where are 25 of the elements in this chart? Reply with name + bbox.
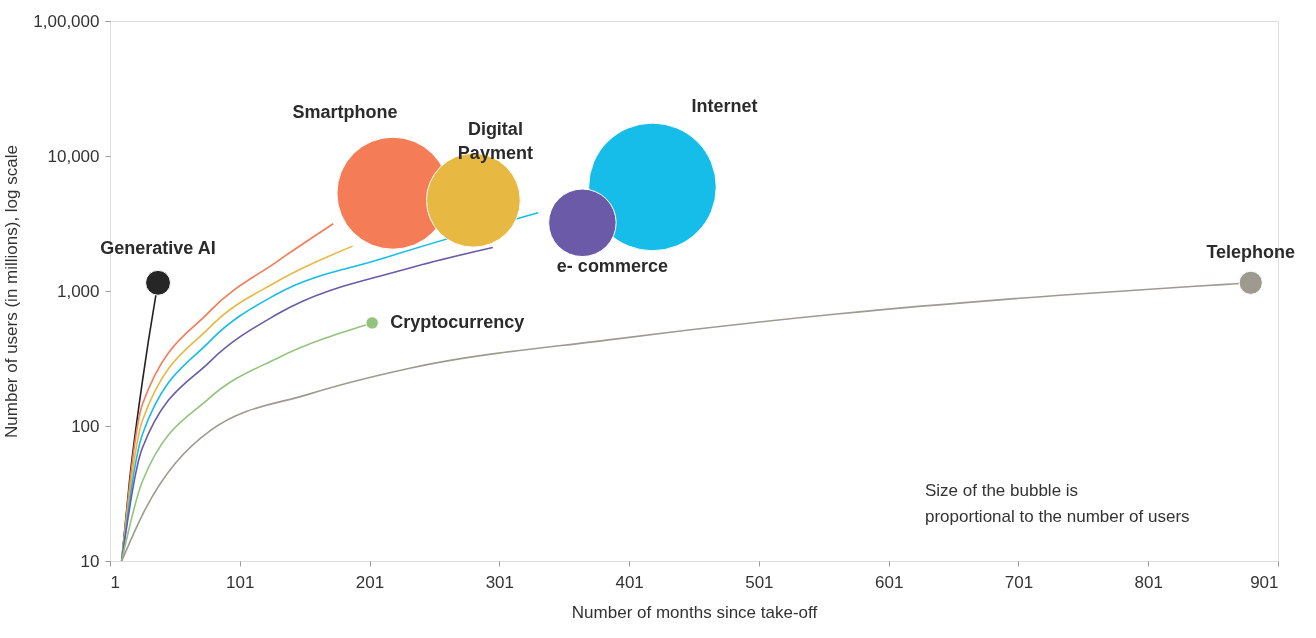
series-label: Telephone (1206, 241, 1296, 262)
series-label: Internet (691, 95, 758, 116)
series-label: Digital Payment (457, 119, 533, 164)
y-tick-label: 1,000 (56, 281, 100, 301)
y-tick-label: 10,000 (47, 146, 100, 166)
x-tick-label: 301 (485, 572, 515, 592)
x-tick-label: 101 (226, 572, 255, 592)
x-axis-title: Number of months since take-off (571, 602, 818, 622)
series-label: Cryptocurrency (390, 311, 525, 332)
x-tick-label: 601 (874, 572, 904, 592)
y-tick-label: 100 (71, 416, 100, 436)
series-label: Smartphone (292, 102, 398, 123)
x-tick-label: 1 (110, 572, 120, 592)
series-label: e- commerce (556, 255, 668, 276)
x-tick-label: 501 (745, 572, 774, 592)
y-tick-label: 1,00,000 (33, 11, 100, 31)
x-tick-label: 901 (1250, 572, 1279, 592)
annotation: Size of the bubble is proportional to the number of users (925, 481, 1190, 526)
x-tick-label: 701 (1004, 572, 1034, 592)
x-tick-label: 201 (355, 572, 385, 592)
x-tick-label: 801 (1134, 572, 1163, 592)
y-axis-title: Number of users (in millions), log scale (2, 145, 22, 438)
x-tick-label: 401 (615, 572, 644, 592)
series-label: Generative AI (100, 237, 216, 258)
y-tick-label: 10 (80, 551, 100, 571)
